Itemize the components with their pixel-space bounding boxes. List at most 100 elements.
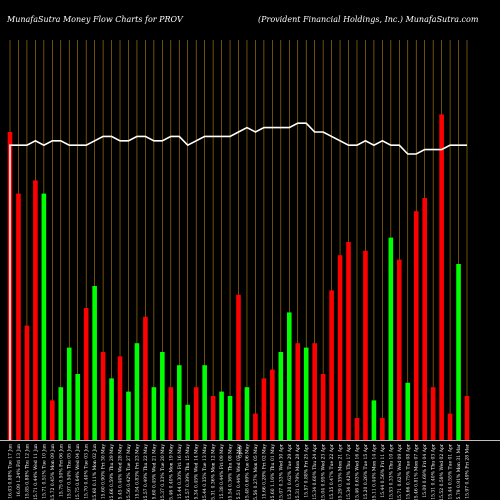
bar xyxy=(456,264,461,440)
x-tick-label: 15.72 0.45% Mon 09 Jun xyxy=(50,444,56,500)
bar xyxy=(109,378,114,440)
bar xyxy=(33,180,38,440)
bar xyxy=(244,387,250,440)
x-tick-label: 15.20 0.62% Tue 29 Apr xyxy=(287,443,293,499)
bar xyxy=(168,387,174,440)
bar xyxy=(371,400,377,440)
bar xyxy=(363,250,368,440)
x-tick-label: 15.75 0.64% Wed 04 Jun xyxy=(75,444,81,500)
bar xyxy=(117,356,123,440)
x-tick-label: 15.70 0.40% Tue 03 Jun xyxy=(84,444,90,499)
bar xyxy=(413,211,419,440)
x-tick-label: 15.57 0.49% Thu 22 May xyxy=(143,444,149,500)
bar xyxy=(66,347,72,440)
x-tick-label: 15.37 0.33% Tue 20 May xyxy=(160,444,166,500)
bar xyxy=(58,387,64,440)
x-tick-label: 15.04 0.95% Wed 23 Apr xyxy=(321,443,327,500)
x-tick-label: 15.46 0.81% Mon 07 Apr xyxy=(414,443,420,500)
x-tick-label: 15.09 0.69% Fri 04 Apr xyxy=(422,443,428,497)
x-tick-label: 15.57 0.88% Fri 25 Apr xyxy=(304,443,310,497)
bar xyxy=(83,308,89,440)
bar xyxy=(236,294,241,440)
price-line xyxy=(9,122,467,440)
x-tick-label: 15.71 0.51% Tue 10 Jun xyxy=(41,444,47,499)
bar xyxy=(193,387,199,440)
bar xyxy=(270,369,275,440)
x-tick-label: 15.34 0.60% Thu 24 Apr xyxy=(312,443,318,500)
x-tick-label: 15.53 0.33% Thu 10 Apr xyxy=(388,443,394,500)
x-tick-label: 15.20 0.26% Tue 15 Apr xyxy=(363,443,369,499)
x-tick-label: 15.07 0.33% Wed 30 Apr xyxy=(278,443,284,500)
x-tick-label: 15.60 0.45% Wed 21 May xyxy=(151,444,157,500)
bar xyxy=(295,343,301,440)
bar xyxy=(151,387,157,440)
x-tick-label: 15.56 0.42% Tue 27 May xyxy=(126,444,132,500)
x-tick-label: 15.44 0.56% Fri 11 Apr xyxy=(380,443,386,497)
x-tick-label: 15.79 0.91% Mon 31 Mar xyxy=(456,443,462,500)
x-tick-label: 15.97 0.54% Thu 05 Jun xyxy=(67,444,73,499)
bar xyxy=(430,387,436,440)
bar xyxy=(41,193,47,440)
x-tick-label: 15.71 0.44% Wed 11 Jun xyxy=(33,444,39,500)
bar xyxy=(227,396,233,440)
x-tick-label: 15.38 0.44% Fri 09 May xyxy=(219,444,225,500)
x-tick-label: 15.34 0.42% Thu 17 Apr xyxy=(346,443,352,500)
x-tick-label: 15.54 0.36% Thu 08 May xyxy=(228,444,234,500)
bar xyxy=(464,396,470,440)
bar xyxy=(329,290,334,440)
bar xyxy=(405,382,411,440)
x-tick-label: 15.46 0.40% Mon 19 May xyxy=(168,444,174,500)
bar xyxy=(176,365,182,440)
x-tick-label: 15.57 0.39% Thu 15 May xyxy=(185,444,191,500)
bar xyxy=(422,198,427,440)
x-tick-label: 15.34 0.45% Wed 14 May xyxy=(194,444,200,500)
bar xyxy=(92,286,97,440)
x-tick-label: 15.44 0.35% Tue 13 May xyxy=(202,444,208,500)
x-tick-label: 15.66 0.75% Tue 08 Apr xyxy=(405,443,411,499)
bar xyxy=(50,400,55,440)
x-tick-label: 15.45 0.44% Wed 28 May xyxy=(118,444,124,500)
price-line-group xyxy=(9,122,467,440)
bar xyxy=(439,114,444,441)
bar xyxy=(253,413,258,440)
bar xyxy=(261,378,267,440)
bar xyxy=(185,404,191,440)
x-tick-labels: 16.03 0.88% Tue 17 Jun 16.09 1.24% Fri 13… xyxy=(8,443,471,500)
x-tick-label: 15.60 0.90% Fri 30 May xyxy=(101,444,107,500)
bar xyxy=(396,259,402,440)
bar xyxy=(143,316,148,440)
bar xyxy=(380,418,385,440)
x-tick-label: 15.51 0.44% Wed 07 May xyxy=(236,444,242,500)
bar xyxy=(337,255,343,440)
bar xyxy=(388,237,394,440)
bar xyxy=(219,391,224,440)
bar xyxy=(160,352,165,440)
bar xyxy=(16,193,21,440)
x-tick-label: 15.66 0.28% Fri 02 May xyxy=(261,444,267,500)
x-tick-label: 15.31 0.79% Mon 28 Apr xyxy=(295,443,301,500)
x-tick-label: 15.56 0.27% Mon 05 May xyxy=(253,444,259,500)
bar xyxy=(75,374,81,440)
bar xyxy=(278,352,284,440)
x-tick-label: 15.46 0.63% Wed 16 Apr xyxy=(354,443,360,500)
x-tick-label: 15.48 0.69% Tue 06 May xyxy=(244,444,250,500)
x-tick-label: 15.35 0.47% Tue 22 Apr xyxy=(329,443,335,499)
chart-title-left: MunafaSutra Money Flow Charts for PROV xyxy=(6,15,184,24)
bar xyxy=(346,242,351,440)
bar xyxy=(312,343,317,440)
bar xyxy=(447,413,453,440)
x-tick-label: 15.11 0.44% Mon 14 Apr xyxy=(371,443,377,500)
bar xyxy=(354,418,360,440)
bar xyxy=(303,347,309,440)
x-tick-label: 15.60 1.16% Thu 01 May xyxy=(270,444,276,500)
bar xyxy=(286,312,292,440)
x-tick-label: 15.44 0.30% Fri 16 May xyxy=(177,444,183,500)
x-tick-label: 15.54 0.83% Fri 23 May xyxy=(134,444,140,500)
x-tick-label: 15.31 0.40% Thu 03 Apr xyxy=(431,443,437,500)
bar xyxy=(210,396,216,440)
x-tick-label: 15.66 0.59% Thu 29 May xyxy=(109,444,115,500)
x-tick-label: 15.29 0.35% Mon 21 Apr xyxy=(338,443,344,500)
x-tick-label: 15.44 0.55% Tue 01 Apr xyxy=(448,443,454,499)
bar xyxy=(100,352,106,440)
